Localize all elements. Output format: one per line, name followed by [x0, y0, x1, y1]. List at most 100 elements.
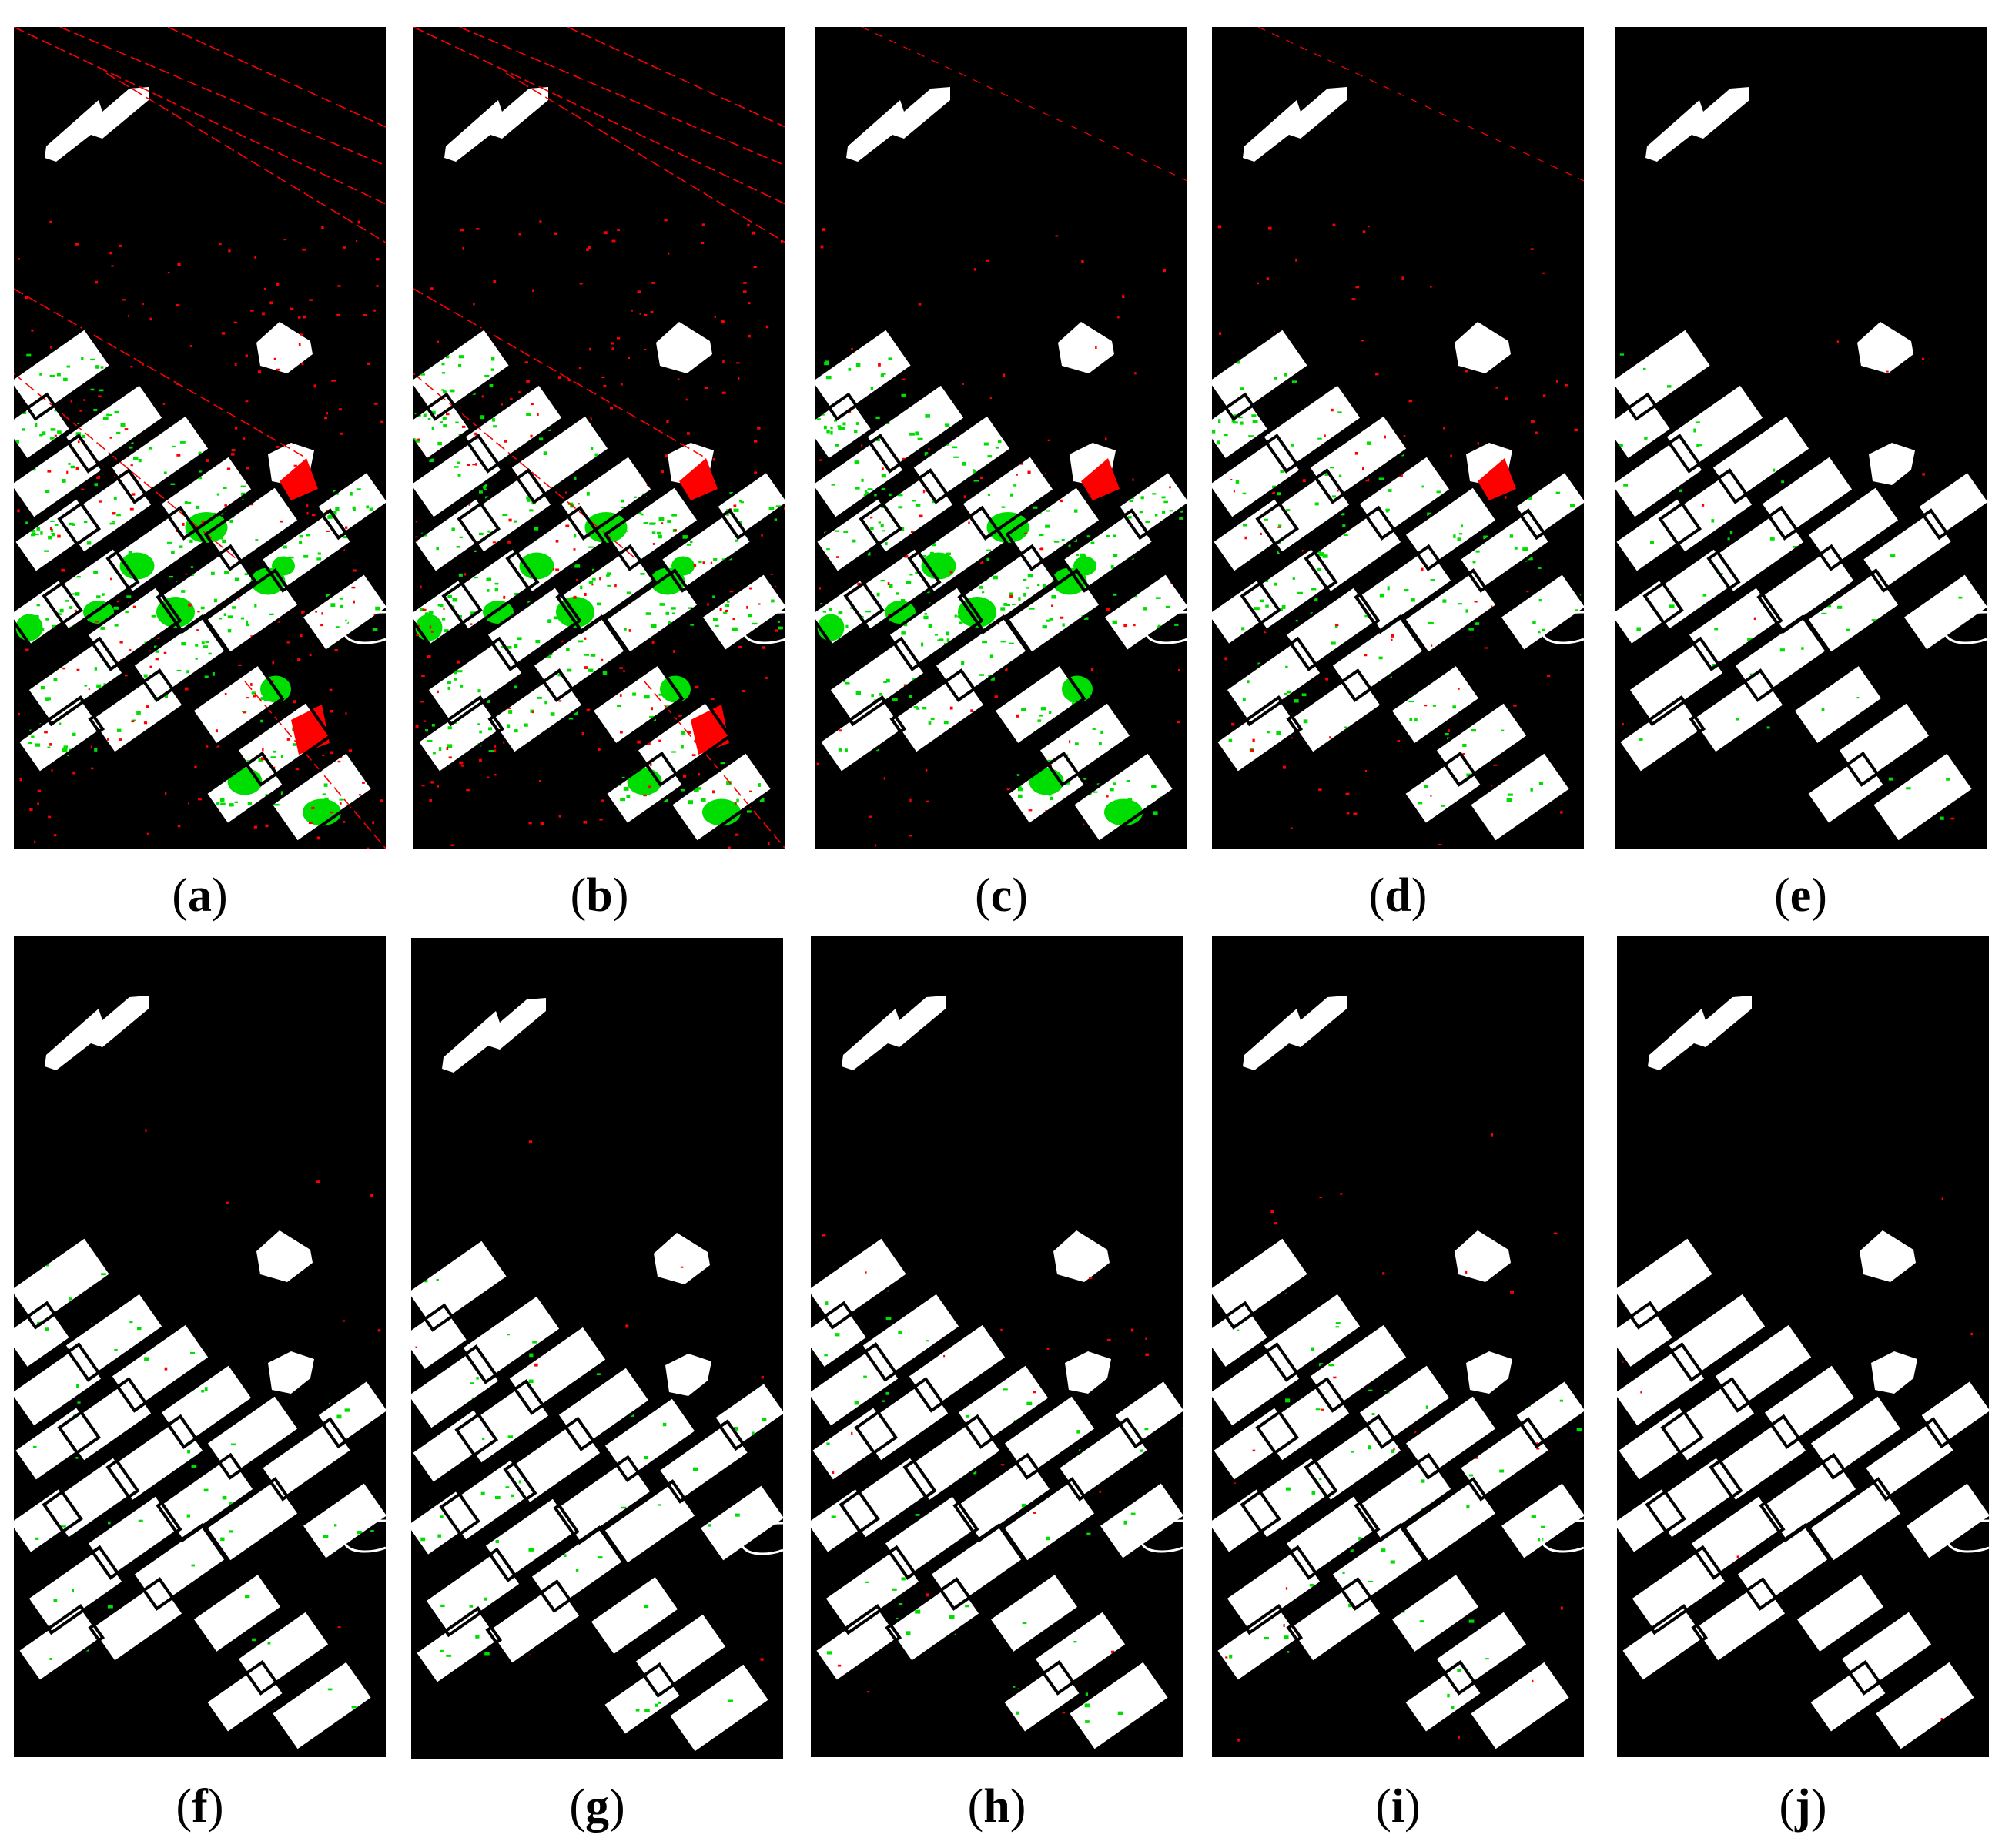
false-positive-pixel	[1486, 488, 1488, 492]
missed-pixel	[155, 650, 159, 653]
field-boundary	[459, 1292, 564, 1384]
missed-pixel	[30, 534, 36, 537]
missed-pixel	[1048, 792, 1052, 796]
missed-pixel	[567, 668, 572, 672]
false-positive-pixel	[1224, 657, 1227, 661]
field-parcel	[27, 638, 124, 725]
false-positive-pixel	[111, 265, 114, 267]
missed-pixel	[201, 1389, 205, 1393]
missed-pixel	[351, 1706, 357, 1709]
missed-region	[817, 614, 845, 641]
false-positive-pixel	[182, 522, 185, 526]
missed-pixel	[502, 514, 508, 517]
missed-pixel	[63, 745, 69, 748]
field-boundary	[88, 668, 186, 756]
missed-pixel	[431, 724, 435, 727]
field-boundary	[14, 1485, 83, 1557]
field-boundary	[1065, 1658, 1173, 1753]
missed-pixel	[101, 627, 105, 629]
missed-pixel	[240, 485, 246, 488]
missed-pixel	[566, 648, 570, 651]
missed-pixel	[1039, 534, 1044, 537]
missed-pixel	[219, 798, 225, 802]
false-positive-pixel	[250, 309, 254, 312]
false-positive-pixel	[749, 587, 752, 590]
missed-pixel	[431, 426, 434, 430]
road-curve	[342, 611, 386, 644]
missed-pixel	[129, 442, 134, 444]
missed-pixel	[1066, 782, 1070, 785]
missed-pixel	[1090, 541, 1095, 544]
missed-pixel	[132, 457, 139, 460]
field-boundary	[14, 326, 114, 421]
missed-pixel	[42, 431, 46, 436]
field-boundary	[952, 1452, 1054, 1543]
false-positive-pixel	[185, 573, 189, 575]
missed-pixel	[45, 618, 49, 621]
field-boundary	[1212, 1234, 1312, 1330]
missed-pixel	[1781, 480, 1785, 484]
field-parcel	[1615, 394, 1672, 460]
missed-pixel	[251, 691, 256, 695]
false-positive-pixel	[752, 231, 756, 235]
field-parcel	[1403, 1662, 1483, 1734]
false-positive-pixel	[878, 363, 881, 367]
missed-pixel	[102, 593, 105, 596]
missed-pixel	[108, 1521, 111, 1525]
missed-pixel	[752, 1431, 755, 1435]
false-positive-pixel	[48, 815, 52, 819]
false-positive-pixel	[493, 745, 497, 748]
road-curve	[1540, 611, 1584, 644]
false-positive-pixel	[673, 649, 675, 653]
missed-pixel	[457, 474, 461, 477]
field-boundary	[487, 668, 586, 756]
missed-pixel	[528, 1548, 534, 1552]
false-positive-pixel	[461, 425, 466, 428]
missed-pixel	[838, 748, 842, 752]
missed-pixel	[870, 527, 874, 531]
field-parcel	[1689, 1494, 1783, 1578]
missed-pixel	[1559, 1399, 1563, 1402]
false-positive-pixel	[1332, 223, 1336, 226]
false-positive-pixel	[306, 511, 309, 515]
false-positive-pixel	[1491, 1133, 1493, 1137]
field-parcel	[819, 697, 905, 774]
missed-pixel	[1643, 367, 1646, 371]
false-positive-pixel	[376, 284, 379, 287]
field-boundary	[881, 1492, 979, 1580]
field-parcel	[883, 1494, 977, 1578]
false-positive-pixel	[722, 360, 725, 363]
field-parcel	[487, 1581, 581, 1666]
false-positive-pixel	[857, 582, 861, 586]
false-positive-pixel	[648, 785, 651, 789]
field-parcel	[1053, 1230, 1110, 1282]
missed-pixel	[682, 535, 688, 539]
false-positive-pixel	[860, 444, 863, 447]
missed-pixel	[125, 610, 129, 614]
missed-pixel	[1165, 605, 1170, 608]
false-positive-pixel	[72, 771, 75, 775]
missed-pixel	[1749, 673, 1754, 675]
missed-pixel	[189, 539, 193, 543]
false-positive-pixel	[351, 586, 356, 589]
false-positive-pixel	[429, 799, 432, 802]
missed-pixel	[1145, 521, 1150, 524]
false-positive-pixel	[1505, 496, 1507, 499]
false-positive-pixel	[1424, 705, 1428, 707]
missed-pixel	[420, 1537, 426, 1542]
classification-map-a	[14, 27, 386, 849]
missed-pixel	[62, 748, 68, 752]
false-positive-pixel	[1836, 340, 1840, 343]
false-positive-pixel	[1145, 1337, 1147, 1340]
missed-pixel	[607, 584, 611, 587]
false-positive-pixel	[427, 655, 431, 658]
missed-pixel	[35, 423, 38, 427]
missed-pixel	[729, 492, 734, 494]
missed-pixel	[1022, 1622, 1027, 1625]
missed-pixel	[586, 491, 590, 496]
missed-pixel	[514, 644, 518, 648]
false-positive-pixel	[1346, 812, 1350, 815]
field-boundary	[991, 661, 1086, 748]
false-positive-pixel	[1271, 491, 1276, 494]
false-positive-pixel	[780, 239, 783, 243]
